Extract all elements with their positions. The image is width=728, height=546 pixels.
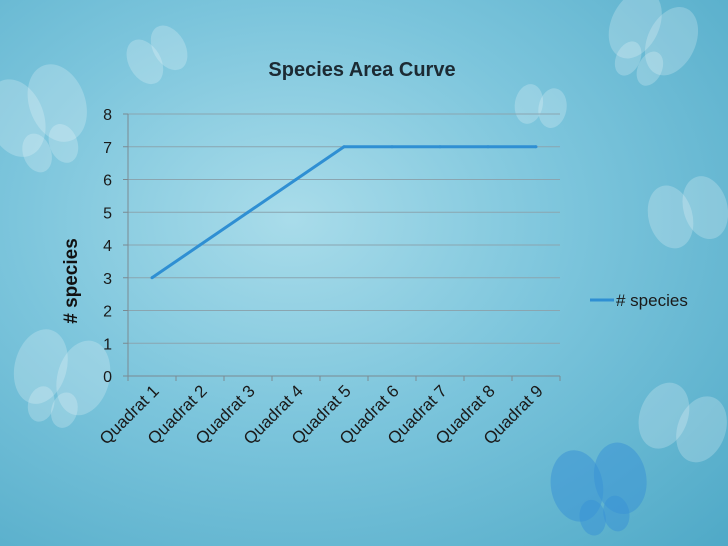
y-tick-label-1: 1 (103, 336, 112, 353)
y-tick-label-2: 2 (103, 304, 112, 321)
data-point-0-6 (438, 145, 442, 149)
y-tick-label-5: 5 (103, 205, 112, 222)
data-point-0-4 (342, 145, 346, 149)
data-point-0-7 (486, 145, 490, 149)
legend: # species (590, 291, 688, 310)
y-tick-label-0: 0 (103, 369, 112, 386)
data-point-0-2 (246, 210, 250, 214)
y-tick-label-6: 6 (103, 173, 112, 190)
y-tick-label-7: 7 (103, 140, 112, 157)
data-point-0-3 (294, 178, 298, 181)
data-point-0-1 (198, 243, 202, 247)
y-tick-label-3: 3 (103, 271, 112, 288)
axes (123, 113, 561, 381)
data-point-0-0 (150, 276, 154, 280)
y-tick-label-8: 8 (103, 107, 112, 124)
y-tick-labels: 0 1 2 3 4 5 6 7 8 (103, 107, 112, 386)
data-point-0-5 (390, 145, 394, 149)
series-lines (150, 145, 538, 280)
chart-title: Species Area Curve (268, 59, 455, 81)
legend-label: # species (616, 291, 688, 310)
y-axis-title: # species (61, 238, 82, 324)
y-tick-label-4: 4 (103, 238, 112, 255)
data-point-0-8 (534, 145, 538, 149)
